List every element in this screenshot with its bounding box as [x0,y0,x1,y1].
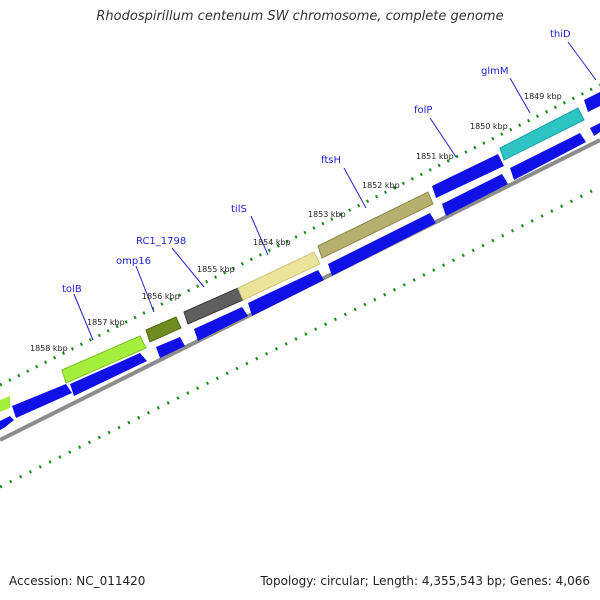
gene-label-thiD[interactable]: thiD [550,29,571,40]
leader-line [343,167,367,209]
kbp-labels: 1849 kbp 1850 kbp 1851 kbp 1852 kbp 1853… [30,92,562,353]
gene-arrow[interactable] [510,133,586,180]
kbp-label: 1855 kbp [197,265,235,274]
gene-arrow[interactable] [70,353,147,396]
inner-tick-row [0,185,600,489]
gene-arrow[interactable] [194,307,248,341]
gene-label-omp16[interactable]: omp16 [116,256,151,267]
gene-label-glmM[interactable]: glmM [481,66,509,77]
gene-bar-glmM[interactable] [499,107,585,161]
kbp-label: 1856 kbp [142,292,180,301]
gene-bar-folP[interactable] [432,154,504,198]
leader-lines [73,41,597,341]
gene-bar-tilS[interactable] [237,251,321,301]
gene-bar-thiD[interactable] [584,92,600,112]
kbp-label: 1853 kbp [308,210,346,219]
kbp-label: 1851 kbp [416,152,454,161]
gene-arrow[interactable] [248,270,324,316]
leader-line [135,265,155,313]
gene-label-RC1_1798[interactable]: RC1_1798 [136,236,186,247]
forward-strand-genes [0,92,600,412]
kbp-label: 1850 kbp [470,122,508,131]
kbp-label: 1849 kbp [524,92,562,101]
gene-bar-ftsH[interactable] [317,191,434,259]
gene-arrow[interactable] [590,123,600,136]
kbp-label: 1854 kbp [253,238,291,247]
kbp-label: 1858 kbp [30,344,68,353]
accession-label: Accession: NC_011420 [9,574,146,588]
gene-bar-tolB[interactable] [61,335,147,384]
leader-line [73,293,94,341]
leader-line [509,77,531,114]
gene-bar-omp16[interactable] [145,316,182,343]
kbp-label: 1857 kbp [87,318,125,327]
leader-line [567,41,597,81]
gene-labels: thiD glmM folP ftsH tilS RC1_1798 omp16 … [62,29,571,295]
gene-arrow[interactable] [328,213,436,276]
gene-arrow[interactable] [442,174,508,216]
genome-summary-label: Topology: circular; Length: 4,355,543 bp… [260,574,590,588]
gene-bar-partial-left[interactable] [0,396,10,412]
gene-label-tilS[interactable]: tilS [231,204,247,215]
leader-line [250,215,269,256]
gene-arrow[interactable] [0,416,14,430]
gene-arrow[interactable] [156,337,185,358]
map-title: Rhodospirillum centenum SW chromosome, c… [96,9,504,24]
kbp-label: 1852 kbp [362,181,400,190]
reverse-strand-genes [0,123,600,430]
gene-arrow[interactable] [12,384,72,418]
leader-line [429,117,457,158]
outer-tick-row [0,83,600,387]
leader-line [171,247,205,288]
gene-label-folP[interactable]: folP [414,105,432,116]
gene-label-ftsH[interactable]: ftsH [321,155,341,166]
gene-label-tolB[interactable]: tolB [62,284,82,295]
